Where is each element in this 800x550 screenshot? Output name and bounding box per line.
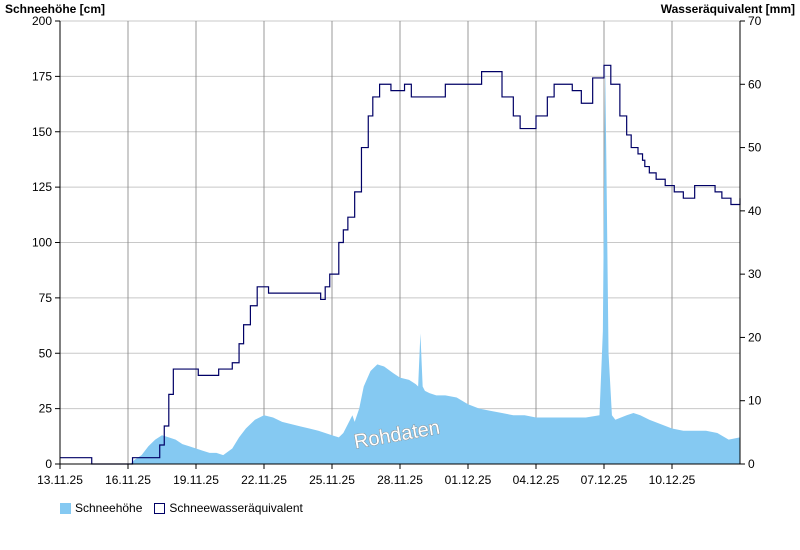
left-axis-title: Schneehöhe [cm] bbox=[5, 2, 106, 16]
legend-label-swe: Schneewasseräquivalent bbox=[169, 501, 303, 515]
left-tick-label: 150 bbox=[32, 125, 52, 139]
left-tick-label: 0 bbox=[45, 457, 52, 471]
swe-line bbox=[60, 64, 741, 465]
right-tick-label: 60 bbox=[748, 77, 762, 91]
x-tick-label: 19.11.25 bbox=[173, 473, 219, 487]
right-tick-label: 40 bbox=[748, 204, 762, 218]
right-tick-label: 0 bbox=[748, 457, 755, 471]
legend-label-snow-depth: Schneehöhe bbox=[75, 501, 143, 515]
left-tick-label: 100 bbox=[32, 236, 52, 250]
left-tick-label: 25 bbox=[39, 402, 53, 416]
x-tick-label: 01.12.25 bbox=[445, 473, 492, 487]
snow-depth-area bbox=[60, 65, 740, 465]
x-tick-label: 07.12.25 bbox=[581, 473, 628, 487]
swe-swatch bbox=[154, 502, 166, 514]
left-tick-label: 125 bbox=[32, 180, 52, 194]
snow-depth-swatch bbox=[60, 502, 71, 514]
right-tick-label: 70 bbox=[748, 14, 762, 28]
x-tick-label: 10.12.25 bbox=[649, 473, 696, 487]
x-tick-label: 16.11.25 bbox=[105, 473, 151, 487]
right-tick-label: 30 bbox=[748, 267, 762, 281]
right-tick-label: 50 bbox=[748, 141, 762, 155]
right-axis-title: Wasseräquivalent [mm] bbox=[660, 2, 795, 16]
x-tick-label: 25.11.25 bbox=[309, 473, 355, 487]
right-tick-label: 10 bbox=[748, 394, 762, 408]
left-tick-label: 175 bbox=[32, 69, 52, 83]
x-tick-label: 04.12.25 bbox=[513, 473, 560, 487]
legend-item-swe: Schneewasseräquivalent bbox=[154, 501, 303, 515]
legend-item-snow-depth: Schneehöhe bbox=[60, 501, 142, 515]
left-tick-label: 50 bbox=[39, 346, 53, 360]
x-tick-label: 22.11.25 bbox=[241, 473, 287, 487]
left-tick-label: 200 bbox=[32, 14, 52, 28]
x-tick-label: 28.11.25 bbox=[377, 473, 423, 487]
left-tick-label: 75 bbox=[39, 291, 53, 305]
legend: Schneehöhe Schneewasseräquivalent bbox=[60, 501, 315, 515]
x-tick-label: 13.11.25 bbox=[37, 473, 83, 487]
right-tick-label: 20 bbox=[748, 330, 762, 344]
